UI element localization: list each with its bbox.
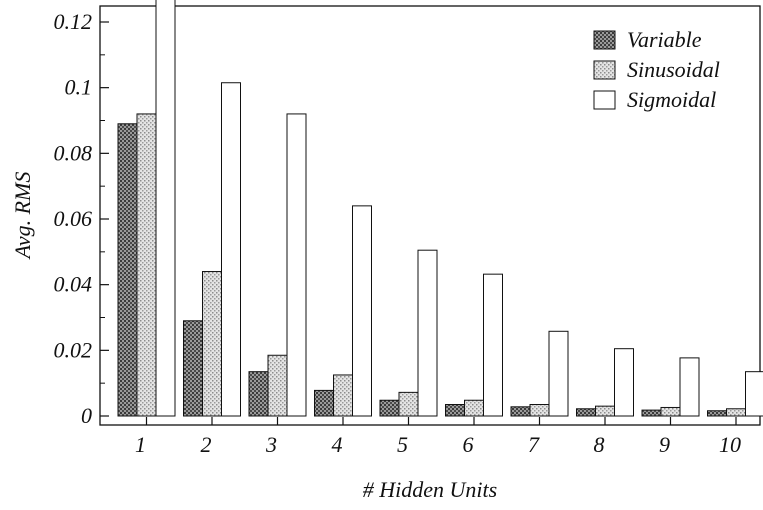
bar-sigmoidal-1: [156, 0, 175, 416]
bar-variable-9: [642, 410, 661, 416]
bar-sinusoidal-8: [596, 406, 615, 416]
bar-sigmoidal-7: [549, 331, 568, 416]
bar-sigmoidal-9: [680, 358, 699, 416]
bar-variable-1: [118, 124, 137, 416]
bar-sigmoidal-8: [615, 349, 634, 416]
bar-variable-6: [446, 405, 465, 416]
legend-swatch-variable: [594, 31, 615, 49]
legend-label-sigmoidal: Sigmoidal: [627, 87, 716, 112]
x-tick-label: 7: [528, 432, 540, 457]
bar-sigmoidal-4: [353, 206, 372, 416]
x-tick-label: 8: [594, 432, 605, 457]
x-tick-label: 3: [265, 432, 277, 457]
y-tick-label: 0.06: [54, 206, 93, 231]
y-axis: 0 0.02 0.04 0.06 0.08 0.1 0.12: [54, 9, 110, 428]
bar-sigmoidal-2: [222, 83, 241, 416]
legend-swatch-sigmoidal: [594, 91, 615, 109]
y-tick-label: 0.1: [65, 75, 93, 100]
x-tick-label: 10: [719, 432, 741, 457]
y-tick-label: 0: [81, 403, 92, 428]
bar-sigmoidal-3: [287, 114, 306, 416]
y-tick-label: 0.08: [54, 140, 93, 165]
x-tick-label: 1: [135, 432, 146, 457]
bar-sinusoidal-1: [137, 114, 156, 416]
bar-variable-2: [184, 321, 203, 416]
x-axis-label: # Hidden Units: [363, 477, 497, 502]
x-tick-label: 6: [463, 432, 474, 457]
x-tick-label: 2: [201, 432, 212, 457]
y-tick-label: 0.02: [54, 337, 93, 362]
legend-label-variable: Variable: [627, 27, 702, 52]
bar-variable-4: [315, 390, 334, 416]
legend-swatch-sinusoidal: [594, 61, 615, 79]
bar-variable-7: [511, 407, 530, 416]
legend: Variable Sinusoidal Sigmoidal: [594, 27, 720, 112]
bar-sinusoidal-9: [661, 407, 680, 416]
y-tick-label: 0.04: [54, 272, 93, 297]
legend-label-sinusoidal: Sinusoidal: [627, 57, 720, 82]
bar-variable-3: [249, 372, 268, 416]
y-tick-label: 0.12: [54, 9, 93, 34]
x-axis: 1 2 3 4 5 6 7 8 9 10: [135, 417, 741, 457]
bar-sinusoidal-2: [203, 272, 222, 416]
bar-sinusoidal-6: [465, 400, 484, 416]
bar-sinusoidal-3: [268, 355, 287, 416]
bar-sigmoidal-10: [746, 372, 763, 416]
bar-sinusoidal-7: [530, 405, 549, 416]
bar-sigmoidal-6: [484, 274, 503, 416]
bar-sigmoidal-5: [418, 250, 437, 416]
x-tick-label: 4: [332, 432, 343, 457]
bar-variable-8: [577, 409, 596, 416]
bar-variable-10: [708, 411, 727, 416]
y-axis-label: Avg. RMS: [10, 172, 35, 261]
bar-sinusoidal-4: [334, 375, 353, 416]
bar-variable-5: [380, 400, 399, 416]
x-tick-label: 9: [659, 432, 670, 457]
bar-sinusoidal-10: [727, 409, 746, 416]
bar-sinusoidal-5: [399, 392, 418, 416]
x-tick-label: 5: [397, 432, 408, 457]
